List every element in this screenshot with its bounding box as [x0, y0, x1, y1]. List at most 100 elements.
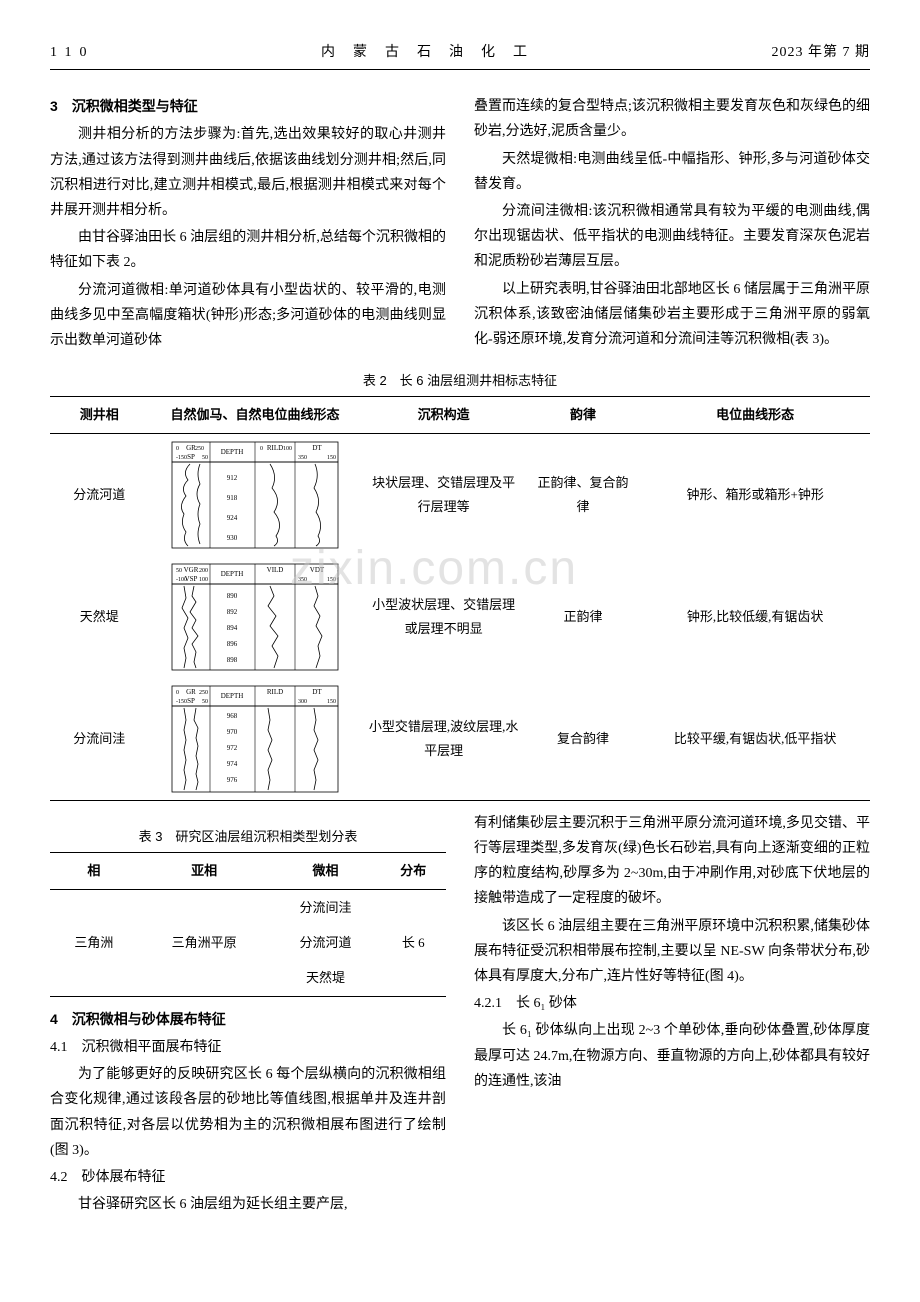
para: 有利储集砂层主要沉积于三角洲平原分流河道环境,多见交错、平行等层理类型,多发育灰… — [474, 811, 870, 912]
log-curve-svg: VGR 50200 VSP -100100 DEPTH VILD VDT 350… — [170, 562, 340, 672]
para: 为了能够更好的反映研究区长 6 每个层纵横向的沉积微相组合变化规律,通过该段各层… — [50, 1062, 446, 1163]
td: 三角洲 — [50, 889, 138, 996]
page-number: 110 — [50, 40, 94, 65]
svg-text:974: 974 — [227, 760, 238, 768]
svg-text:300: 300 — [298, 699, 307, 705]
td-facies: 分流河道 — [50, 433, 148, 556]
td-struct: 块状层理、交错层理及平行层理等 — [362, 433, 526, 556]
svg-text:DEPTH: DEPTH — [221, 692, 244, 700]
para: 甘谷驿研究区长 6 油层组为延长组主要产层, — [50, 1192, 446, 1217]
td-struct: 小型交错层理,波纹层理,水平层理 — [362, 678, 526, 801]
svg-text:896: 896 — [227, 640, 238, 648]
svg-text:972: 972 — [227, 744, 238, 752]
svg-text:892: 892 — [227, 608, 238, 616]
left-column: 3 沉积微相类型与特征 测井相分析的方法步骤为:首先,选出效果较好的取心井测井方… — [50, 94, 446, 355]
para: 分流间洼微相:该沉积微相通常具有较为平缓的电测曲线,偶尔出现锯齿状、低平指状的电… — [474, 199, 870, 275]
para: 该区长 6 油层组主要在三角洲平原环境中沉积积累,储集砂体展布特征受沉积相带展布… — [474, 914, 870, 990]
td-rhythm: 复合韵律 — [526, 678, 641, 801]
svg-text:VDT: VDT — [310, 566, 325, 574]
th: 分布 — [381, 853, 446, 889]
subsection-4-1: 4.1 沉积微相平面展布特征 — [50, 1035, 446, 1060]
svg-text:0: 0 — [176, 690, 179, 696]
lower-right-column: 有利储集砂层主要沉积于三角洲平原分流河道环境,多见交错、平行等层理类型,多发育灰… — [474, 811, 870, 1219]
svg-text:912: 912 — [227, 474, 238, 482]
svg-text:250: 250 — [195, 446, 204, 452]
svg-text:-150: -150 — [176, 455, 187, 461]
svg-text:0: 0 — [176, 446, 179, 452]
svg-text:SP: SP — [187, 697, 195, 705]
svg-text:50: 50 — [202, 699, 208, 705]
td: 长 6 — [381, 889, 446, 996]
svg-text:924: 924 — [227, 514, 238, 522]
td: 分流间洼 — [270, 889, 380, 925]
td: 分流河道 — [270, 925, 380, 960]
svg-text:VGR: VGR — [184, 566, 199, 574]
svg-text:894: 894 — [227, 624, 238, 632]
svg-text:DEPTH: DEPTH — [221, 448, 244, 456]
svg-text:DT: DT — [312, 444, 322, 452]
svg-text:968: 968 — [227, 712, 238, 720]
svg-text:970: 970 — [227, 728, 238, 736]
right-column: 叠置而连续的复合型特点;该沉积微相主要发育灰色和灰绿色的细砂岩,分选好,泥质含量… — [474, 94, 870, 355]
page-header: 110 内蒙古石油化工 2023 年第 7 期 — [50, 40, 870, 70]
td-rhythm: 正韵律 — [526, 556, 641, 678]
td-rhythm: 正韵律、复合韵律 — [526, 433, 641, 556]
svg-text:200: 200 — [199, 568, 208, 574]
svg-text:918: 918 — [227, 494, 238, 502]
upper-columns: 3 沉积微相类型与特征 测井相分析的方法步骤为:首先,选出效果较好的取心井测井方… — [50, 94, 870, 355]
svg-text:350: 350 — [298, 577, 307, 583]
para: 由甘谷驿油田长 6 油层组的测井相分析,总结每个沉积微相的特征如下表 2。 — [50, 225, 446, 275]
lower-columns: 表 3 研究区油层组沉积相类型划分表 相 亚相 微相 分布 三角洲 三角洲平原 … — [50, 811, 870, 1219]
issue-label: 2023 年第 7 期 — [771, 40, 870, 65]
subsection-4-2-1: 4.2.1 长 6₁ 砂体 — [474, 991, 870, 1016]
svg-text:RILD: RILD — [267, 444, 283, 452]
para: 分流河道微相:单河道砂体具有小型齿状的、较平滑的,电测曲线多见中至高幅度箱状(钟… — [50, 278, 446, 354]
svg-text:100: 100 — [199, 577, 208, 583]
svg-text:-150: -150 — [176, 699, 187, 705]
svg-text:150: 150 — [327, 699, 336, 705]
table3-caption: 表 3 研究区油层组沉积相类型划分表 — [50, 825, 446, 848]
para: 天然堤微相:电测曲线呈低-中幅指形、钟形,多与河道砂体交替发育。 — [474, 147, 870, 197]
para: 叠置而连续的复合型特点;该沉积微相主要发育灰色和灰绿色的细砂岩,分选好,泥质含量… — [474, 94, 870, 144]
journal-title: 内蒙古石油化工 — [321, 40, 545, 65]
th: 相 — [50, 853, 138, 889]
td: 三角洲平原 — [138, 889, 271, 996]
td-struct: 小型波状层理、交错层理或层理不明显 — [362, 556, 526, 678]
para: 测井相分析的方法步骤为:首先,选出效果较好的取心井测井方法,通过该方法得到测井曲… — [50, 122, 446, 223]
table-3: 相 亚相 微相 分布 三角洲 三角洲平原 分流间洼 长 6 分流河道 天然堤 — [50, 852, 446, 997]
table2-caption: 表 2 长 6 油层组测井相标志特征 — [50, 369, 870, 392]
svg-text:GR: GR — [186, 688, 196, 696]
svg-text:DT: DT — [312, 688, 322, 696]
th: 亚相 — [138, 853, 271, 889]
subsection-4-2: 4.2 砂体展布特征 — [50, 1165, 446, 1190]
td-shape: 比较平缓,有锯齿状,低平指状 — [640, 678, 870, 801]
section-heading-3: 3 沉积微相类型与特征 — [50, 98, 198, 114]
svg-text:0: 0 — [260, 446, 263, 452]
svg-text:50: 50 — [176, 568, 182, 574]
td-shape: 钟形,比较低缓,有锯齿状 — [640, 556, 870, 678]
svg-text:350: 350 — [298, 455, 307, 461]
svg-text:930: 930 — [227, 534, 238, 542]
th: 沉积构造 — [362, 397, 526, 433]
para: 长 6₁ 砂体纵向上出现 2~3 个单砂体,垂向砂体叠置,砂体厚度最厚可达 24… — [474, 1018, 870, 1094]
svg-text:150: 150 — [327, 455, 336, 461]
svg-text:890: 890 — [227, 592, 238, 600]
td-facies: 分流间洼 — [50, 678, 148, 801]
th: 自然伽马、自然电位曲线形态 — [148, 397, 361, 433]
svg-text:898: 898 — [227, 656, 238, 664]
svg-text:-100: -100 — [176, 577, 187, 583]
svg-text:100: 100 — [283, 446, 292, 452]
log-curve-svg: GR 0250 SP -15050 DEPTH RILD 0100 DT 350… — [170, 440, 340, 550]
th: 韵律 — [526, 397, 641, 433]
svg-text:50: 50 — [202, 455, 208, 461]
td-curve: GR 0250 SP -15050 DEPTH RILD 0100 DT 350… — [148, 433, 361, 556]
td-curve: VGR 50200 VSP -100100 DEPTH VILD VDT 350… — [148, 556, 361, 678]
svg-text:RILD: RILD — [267, 688, 283, 696]
svg-text:250: 250 — [199, 690, 208, 696]
th: 微相 — [270, 853, 380, 889]
svg-text:VILD: VILD — [267, 566, 284, 574]
td-shape: 钟形、箱形或箱形+钟形 — [640, 433, 870, 556]
svg-text:SP: SP — [187, 453, 195, 461]
td: 天然堤 — [270, 960, 380, 996]
td-facies: 天然堤 — [50, 556, 148, 678]
